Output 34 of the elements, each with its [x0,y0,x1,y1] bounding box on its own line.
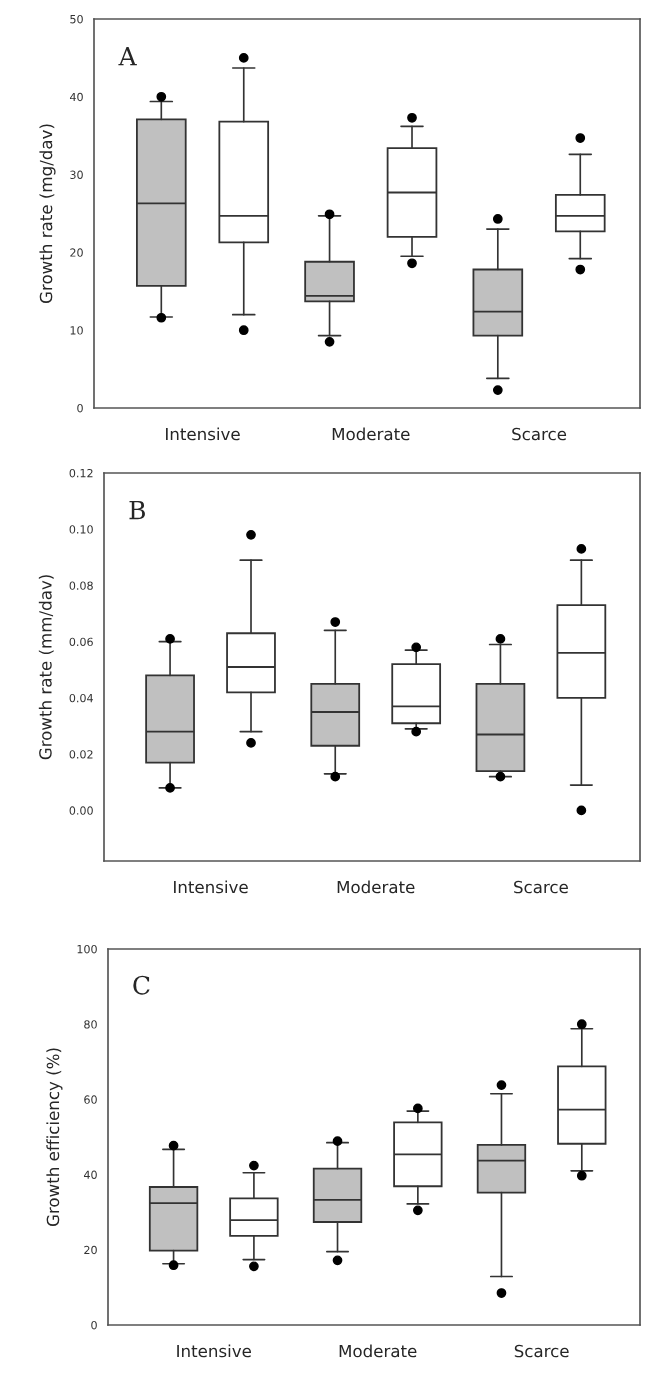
y-tick-label: 80 [84,1020,97,1029]
y-tick-label: 20 [70,248,83,257]
y-tick-label: 10 [70,326,83,335]
y-tick-label: 0.02 [69,750,93,759]
y-tick-label: 50 [70,14,83,24]
y-tick-label: 0 [91,1320,97,1330]
y-axis-title: Growth rate (mg/dav) [39,124,56,303]
y-tick-label: 0.08 [69,581,93,590]
y-tick-label: 40 [83,1170,97,1179]
y-tick-label: 0.06 [69,637,93,647]
x-tick-label: Intensive [166,427,240,441]
x-tick-label: Moderate [339,1344,417,1358]
x-tick-label: Moderate [337,880,415,894]
x-tick-label: Scarce [514,1344,569,1358]
x-tick-label: Scarce [514,880,568,894]
y-tick-label: 20 [84,1245,97,1255]
annotation: C [133,975,150,995]
y-tick-label: 0 [77,403,83,413]
y-tick-label: 30 [70,170,83,179]
y-axis-title: Growth efficiency (%) [46,1048,63,1227]
x-tick-label: Moderate [332,427,410,441]
y-tick-label: 100 [77,944,97,954]
x-tick-label: Scarce [512,427,567,441]
y-tick-label: 60 [84,1095,97,1104]
x-tick-label: Intensive [174,880,248,894]
x-tick-label: Intensive [177,1344,251,1358]
y-tick-label: 40 [69,92,83,102]
y-tick-label: 0.10 [69,525,93,534]
y-tick-label: 0.04 [69,693,93,703]
annotation: B [129,500,145,520]
y-tick-label: 0.00 [69,806,93,815]
y-axis-title: Growth rate (mm/dav) [38,575,54,760]
annotation: A [118,47,137,66]
y-tick-label: 0.12 [69,468,93,478]
